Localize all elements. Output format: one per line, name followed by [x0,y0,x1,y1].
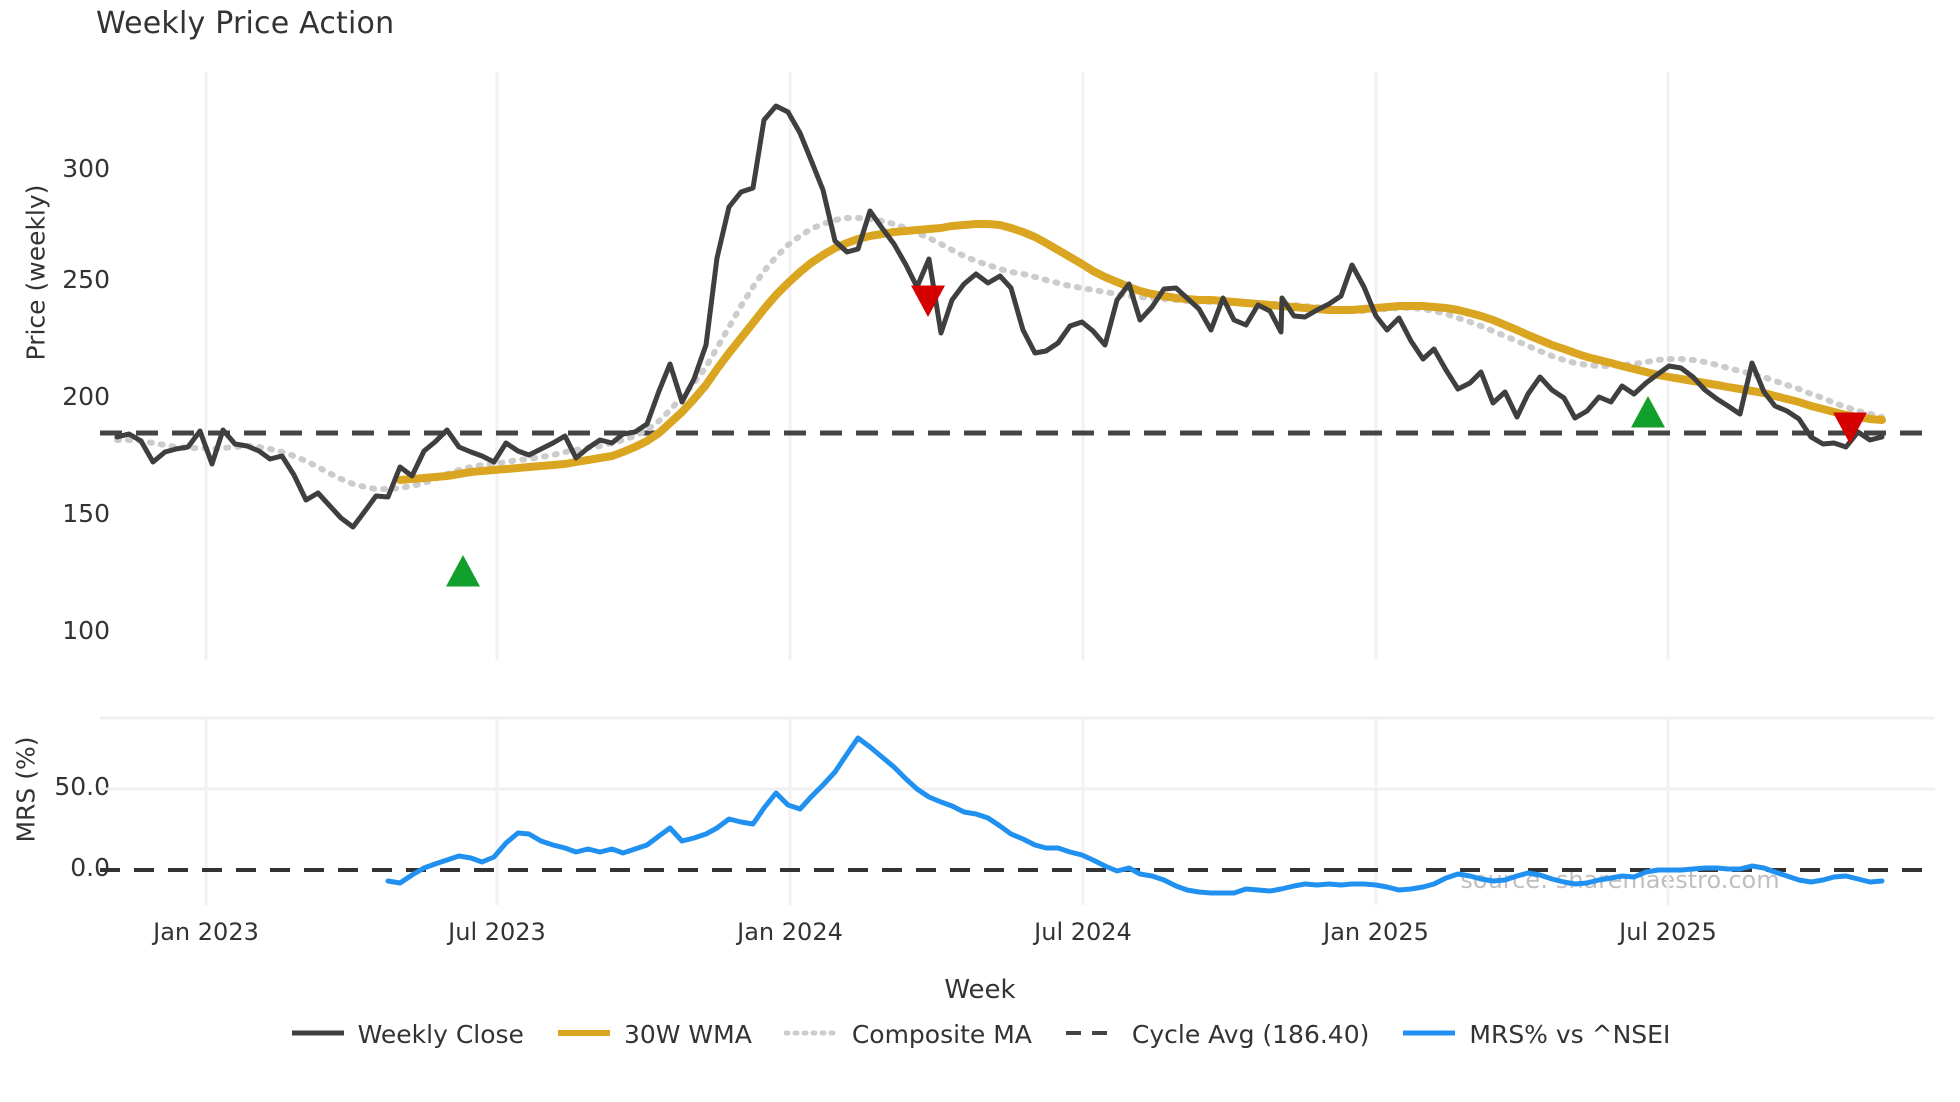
price-y-tick: 250 [62,265,110,294]
price-y-tick: 150 [62,499,110,528]
legend-label: Weekly Close [357,1020,524,1049]
legend-swatch-icon [1401,1025,1457,1045]
buy-signal-marker[interactable] [1631,396,1665,428]
series-layer [114,103,1886,896]
x-tick: Jul 2025 [1619,918,1717,946]
chart-legend: Weekly Close 30W WMA Composite MA Cycle Avg… [0,1020,1960,1049]
legend-item[interactable]: MRS% vs ^NSEI [1401,1020,1670,1049]
series-composite_ma [114,215,1885,492]
series-weekly_close [114,103,1885,530]
x-tick: Jan 2025 [1323,918,1429,946]
legend-item[interactable]: Composite MA [783,1020,1032,1049]
buy-signal-marker[interactable] [446,555,480,587]
sell-signal-marker[interactable] [1833,412,1867,444]
mrs-y-tick: 50.0 [54,772,110,801]
price-y-tick: 200 [62,382,110,411]
sell-signal-marker[interactable] [911,285,945,317]
legend-label: Cycle Avg (186.40) [1131,1020,1370,1049]
price-y-tick: 100 [62,616,110,645]
marker-layer [446,285,1867,587]
gridlines [204,72,1670,905]
legend-label: MRS% vs ^NSEI [1469,1020,1671,1049]
series-wma_30w [396,220,1886,484]
legend-swatch-icon [556,1025,612,1045]
legend-item[interactable]: 30W WMA [556,1020,752,1049]
x-tick: Jul 2023 [448,918,546,946]
mrs-gridlines [100,716,1935,791]
x-tick: Jul 2024 [1034,918,1132,946]
series-mrs [385,735,1885,896]
mrs-y-tick: 0.0 [70,853,110,882]
legend-label: 30W WMA [623,1020,752,1049]
price-y-tick: 300 [62,154,110,183]
legend-swatch-icon [783,1025,841,1045]
x-tick: Jan 2023 [153,918,259,946]
legend-label: Composite MA [851,1020,1032,1049]
page-title: Weekly Price Action [96,6,395,41]
legend-item[interactable]: Cycle Avg (186.40) [1064,1020,1370,1049]
legend-swatch-icon [290,1025,346,1045]
x-tick: Jan 2024 [737,918,843,946]
legend-item[interactable]: Weekly Close [290,1020,524,1049]
legend-swatch-icon [1064,1025,1120,1045]
x-axis-label: Week [944,975,1016,1005]
